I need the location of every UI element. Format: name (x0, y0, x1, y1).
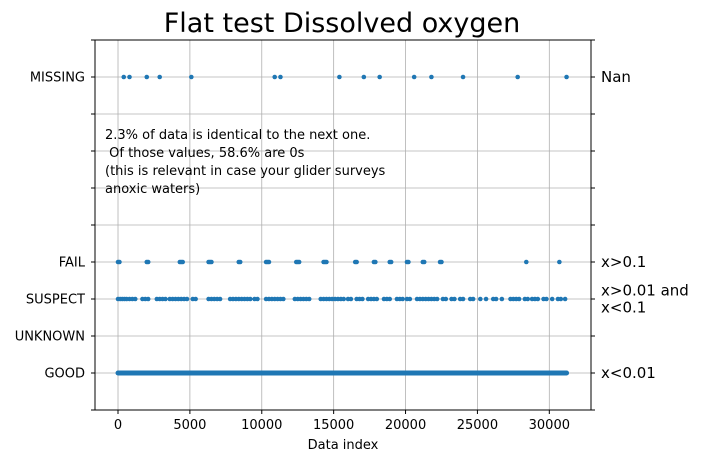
flag-3-point (516, 296, 522, 302)
flag-4-point (373, 259, 378, 265)
flag-3-point (443, 296, 449, 302)
flag-9-point (189, 74, 194, 80)
flag-3-point (407, 296, 413, 302)
flag-4-point (406, 259, 411, 265)
flag-3-point (132, 296, 138, 302)
flag-9-point (127, 74, 132, 80)
right-condition-label: x<0.01 (601, 364, 656, 382)
chart-title: Flat test Dissolved oxygen (164, 8, 520, 39)
x-axis-label: Data index (308, 438, 379, 453)
right-condition-label: x>0.1 (601, 253, 646, 271)
flag-3-point (493, 296, 499, 302)
flag-3-point (477, 296, 483, 302)
flag-3-point (434, 296, 440, 302)
y-tick-label: SUSPECT (26, 293, 85, 308)
y-tick-label: FAIL (59, 256, 86, 271)
flag-3-point (499, 296, 505, 302)
flag-3-point (400, 296, 405, 302)
flag-3-point (387, 296, 393, 302)
flag-4-point (557, 259, 562, 265)
flag-9-point (121, 74, 127, 80)
flag-4-point (180, 259, 185, 265)
flag-3-point (562, 296, 568, 302)
flag-4-point (421, 259, 427, 265)
flag-9-point (157, 74, 162, 80)
flag-4-point (296, 259, 302, 265)
flag-4-point (354, 259, 359, 265)
x-tick-label: 20000 (385, 418, 426, 433)
flag-4-point (388, 259, 394, 265)
flag-9-point (278, 74, 283, 80)
flag-3-point (281, 296, 286, 302)
y-tick-label: MISSING (30, 71, 85, 86)
flag-9-point (361, 74, 367, 80)
annotation-line: (this is relevant in case your glider su… (105, 164, 386, 179)
right-condition-label: x>0.01 and (601, 282, 689, 300)
flag-3-point (483, 296, 489, 302)
flag-9-point (411, 74, 417, 80)
flag-3-point (360, 296, 365, 302)
flag-9-point (337, 74, 342, 80)
flag-3-point (348, 296, 354, 302)
data-points (115, 74, 570, 376)
flag-4-point (439, 259, 444, 265)
grid-lines (95, 39, 591, 411)
flag-3-point (544, 296, 549, 302)
flag-3-point (549, 296, 555, 302)
flag-9-point (564, 74, 569, 80)
flag-3-point (341, 296, 347, 302)
x-tick-label: 25000 (457, 418, 498, 433)
flag-4-point (209, 259, 214, 265)
flag-4-point (117, 259, 122, 265)
annotation-line: Of those values, 58.6% are 0s (105, 146, 305, 161)
flag-3-point (374, 296, 380, 302)
flag-3-point (460, 296, 466, 302)
x-tick-label: 30000 (529, 418, 570, 433)
flag-3-point (535, 296, 541, 302)
x-tick-label: 15000 (313, 418, 354, 433)
flag-9-point (460, 74, 466, 80)
flag-9-point (272, 74, 278, 80)
flag-9-point (377, 74, 382, 80)
x-tick-label: 10000 (241, 418, 282, 433)
flag-4-point (145, 259, 151, 265)
flag-3-point (184, 296, 190, 302)
right-condition-label: Nan (601, 68, 631, 86)
flag-3-point (452, 296, 457, 302)
x-tick-label: 5000 (173, 418, 206, 433)
x-tick-label: 0 (114, 418, 122, 433)
annotation-text: 2.3% of data is identical to the next on… (105, 128, 386, 197)
flag-3-point (470, 296, 476, 302)
flag-3-point (525, 296, 531, 302)
axis-ticks: 0 5000 10000 15000 20000 25000 30000 GOOD UNKNOW… (15, 39, 689, 433)
annotation-line: 2.3% of data is identical to the next on… (105, 128, 370, 143)
flag-4-point (524, 259, 529, 265)
flag-9-point (429, 74, 434, 80)
flag-4-point (237, 259, 243, 265)
y-tick-label: GOOD (44, 367, 85, 382)
flag-3-point (558, 296, 564, 302)
flag-3-point (306, 296, 312, 302)
annotation-line: anoxic waters) (105, 182, 200, 197)
right-condition-label: x<0.1 (601, 299, 646, 317)
flag-4-point (266, 259, 272, 265)
flag-3-point (255, 296, 260, 302)
flag-3-point (217, 296, 223, 302)
flag-3-point (247, 296, 253, 302)
flag-4-point (324, 259, 329, 265)
flag-3-point (163, 296, 168, 302)
flag-9-point (144, 74, 150, 80)
flag-3-point (193, 296, 198, 302)
y-tick-label: UNKNOWN (15, 330, 85, 345)
flag-9-point (515, 74, 520, 80)
flag-3-point (145, 296, 151, 302)
